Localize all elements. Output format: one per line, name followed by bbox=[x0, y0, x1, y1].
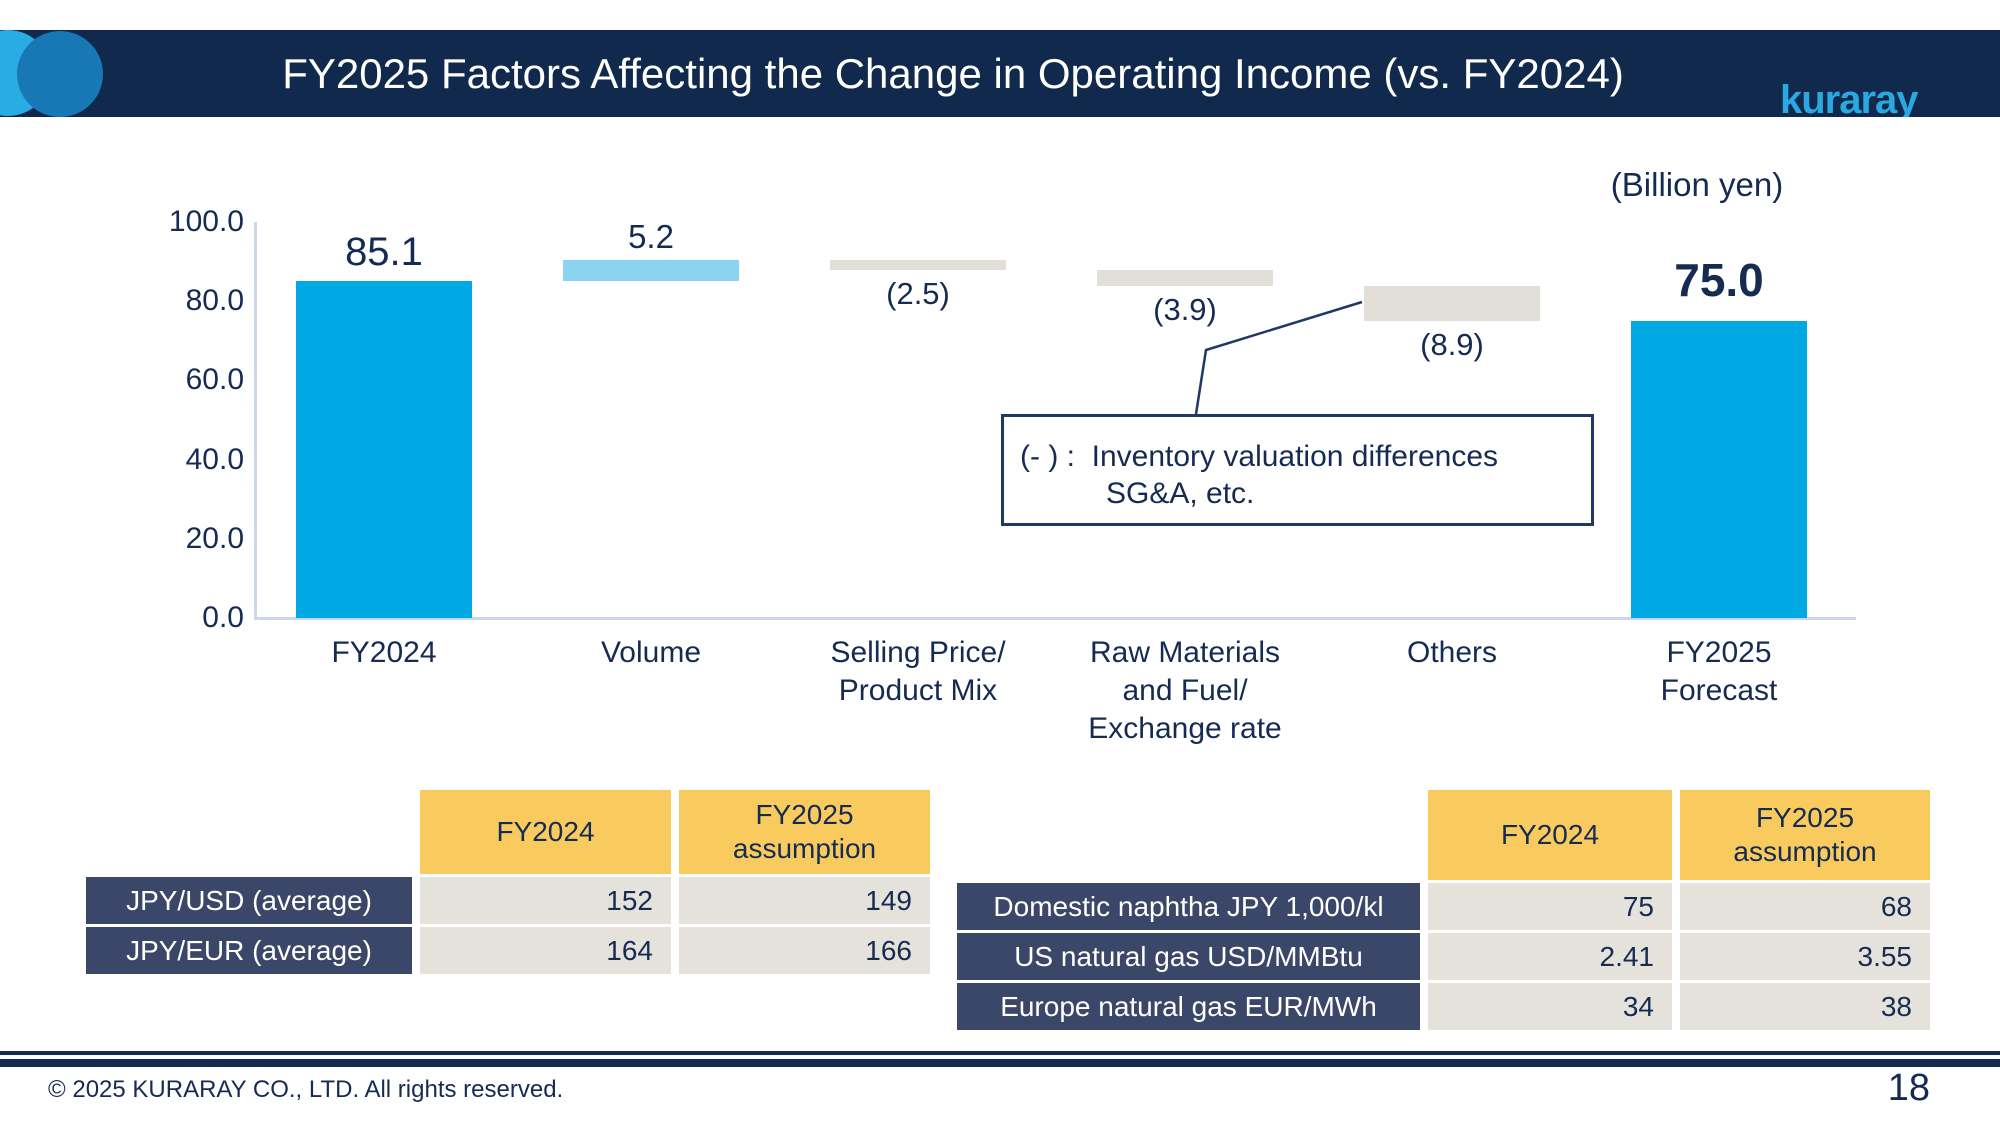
value-us-natural-gas-fy2025: 3.55 bbox=[1680, 933, 1930, 980]
fx-assumptions-table: FY2024 FY2025 assumption JPY/USD (averag… bbox=[86, 790, 930, 974]
row-label-domestic-naphtha: Domestic naphtha JPY 1,000/kl bbox=[957, 883, 1420, 930]
bar-value-label-fy2024: 85.1 bbox=[345, 230, 423, 274]
value-us-natural-gas-fy2024: 2.41 bbox=[1428, 933, 1672, 980]
value-europe-natural-gas-fy2025: 38 bbox=[1680, 983, 1930, 1030]
callout-line1: (- ) : Inventory valuation differences bbox=[1020, 440, 1499, 473]
value-domestic-naphtha-fy2025: 68 bbox=[1680, 883, 1930, 930]
fx-column-header-fy2024: FY2024 bbox=[420, 790, 671, 874]
table-corner-cell bbox=[957, 790, 1420, 880]
y-axis-line bbox=[254, 222, 257, 620]
y-axis-tick-label: 100.0 bbox=[168, 205, 244, 238]
category-label-volume: Volume bbox=[600, 636, 702, 669]
value-jpy-eur-fy2025: 166 bbox=[679, 927, 930, 974]
y-axis-tick-label: 40.0 bbox=[185, 442, 244, 476]
callout-line2: SG&A, etc. bbox=[1106, 477, 1255, 510]
bar-value-label-fy2025-forecast: 75.0 bbox=[1674, 254, 1764, 306]
row-label-europe-natural-gas: Europe natural gas EUR/MWh bbox=[957, 983, 1420, 1030]
bar-value-label-raw-materials-fuel-exchange-rate: (3.9) bbox=[1153, 291, 1217, 327]
header-bar: FY2025 Factors Affecting the Change in O… bbox=[0, 30, 2000, 117]
fuel-column-header-fy2024: FY2024 bbox=[1428, 790, 1672, 880]
kuraray-logo: kuraray bbox=[1780, 78, 1919, 117]
y-axis-tick-label: 20.0 bbox=[185, 521, 244, 555]
waterfall-bar-fy2025-forecast bbox=[1631, 321, 1807, 618]
value-europe-natural-gas-fy2024: 34 bbox=[1428, 983, 1672, 1030]
category-label-others: Others bbox=[1406, 636, 1498, 669]
row-label-jpy-eur: JPY/EUR (average) bbox=[86, 927, 412, 974]
value-jpy-usd-fy2024: 152 bbox=[420, 877, 671, 924]
category-label-selling-price-product-mix: Selling Price/ Product Mix bbox=[830, 636, 1006, 707]
row-label-us-natural-gas: US natural gas USD/MMBtu bbox=[957, 933, 1420, 980]
category-label-raw-materials-fuel-exchange-rate: Raw Materials and Fuel/ Exchange rate bbox=[1088, 636, 1282, 745]
bar-value-label-others: (8.9) bbox=[1420, 327, 1484, 362]
waterfall-bar-fy2024 bbox=[296, 281, 472, 618]
chart-unit-label: (Billion yen) bbox=[1610, 166, 1784, 203]
decorative-circle-blue-icon bbox=[17, 31, 103, 117]
waterfall-bar-raw-materials-fuel-exchange-rate bbox=[1097, 270, 1273, 286]
footer-divider-thin bbox=[0, 1051, 2000, 1055]
table-corner-cell bbox=[86, 790, 412, 874]
fuel-column-header-fy2025-assumption: FY2025 assumption bbox=[1680, 790, 1930, 880]
category-label-fy2024: FY2024 bbox=[331, 636, 437, 669]
page-title: FY2025 Factors Affecting the Change in O… bbox=[282, 50, 1624, 97]
y-axis-tick-label: 80.0 bbox=[185, 284, 244, 318]
value-domestic-naphtha-fy2024: 75 bbox=[1428, 883, 1672, 930]
x-axis-baseline bbox=[254, 617, 1856, 620]
fx-column-header-fy2025-assumption: FY2025 assumption bbox=[679, 790, 930, 874]
y-axis-tick-label: 0.0 bbox=[202, 601, 244, 634]
copyright-text: © 2025 KURARAY CO., LTD. All rights rese… bbox=[48, 1076, 564, 1103]
y-axis-tick-label: 60.0 bbox=[185, 363, 244, 397]
value-jpy-usd-fy2025: 149 bbox=[679, 877, 930, 924]
bar-value-label-selling-price-product-mix: (2.5) bbox=[886, 276, 950, 312]
page-number: 18 bbox=[1887, 1067, 1930, 1109]
callout-box: (- ) : Inventory valuation differences S… bbox=[1001, 414, 1594, 526]
footer-divider-thick bbox=[0, 1059, 2000, 1067]
bar-value-label-volume: 5.2 bbox=[628, 218, 674, 256]
row-label-jpy-usd: JPY/USD (average) bbox=[86, 877, 412, 924]
waterfall-bar-others bbox=[1364, 285, 1540, 321]
fuel-assumptions-table: FY2024 FY2025 assumption Domestic naphth… bbox=[957, 790, 1930, 1030]
waterfall-bar-volume bbox=[563, 260, 739, 281]
value-jpy-eur-fy2024: 164 bbox=[420, 927, 671, 974]
category-label-fy2025-forecast: FY2025 Forecast bbox=[1660, 636, 1778, 707]
waterfall-bar-selling-price-product-mix bbox=[830, 260, 1006, 271]
